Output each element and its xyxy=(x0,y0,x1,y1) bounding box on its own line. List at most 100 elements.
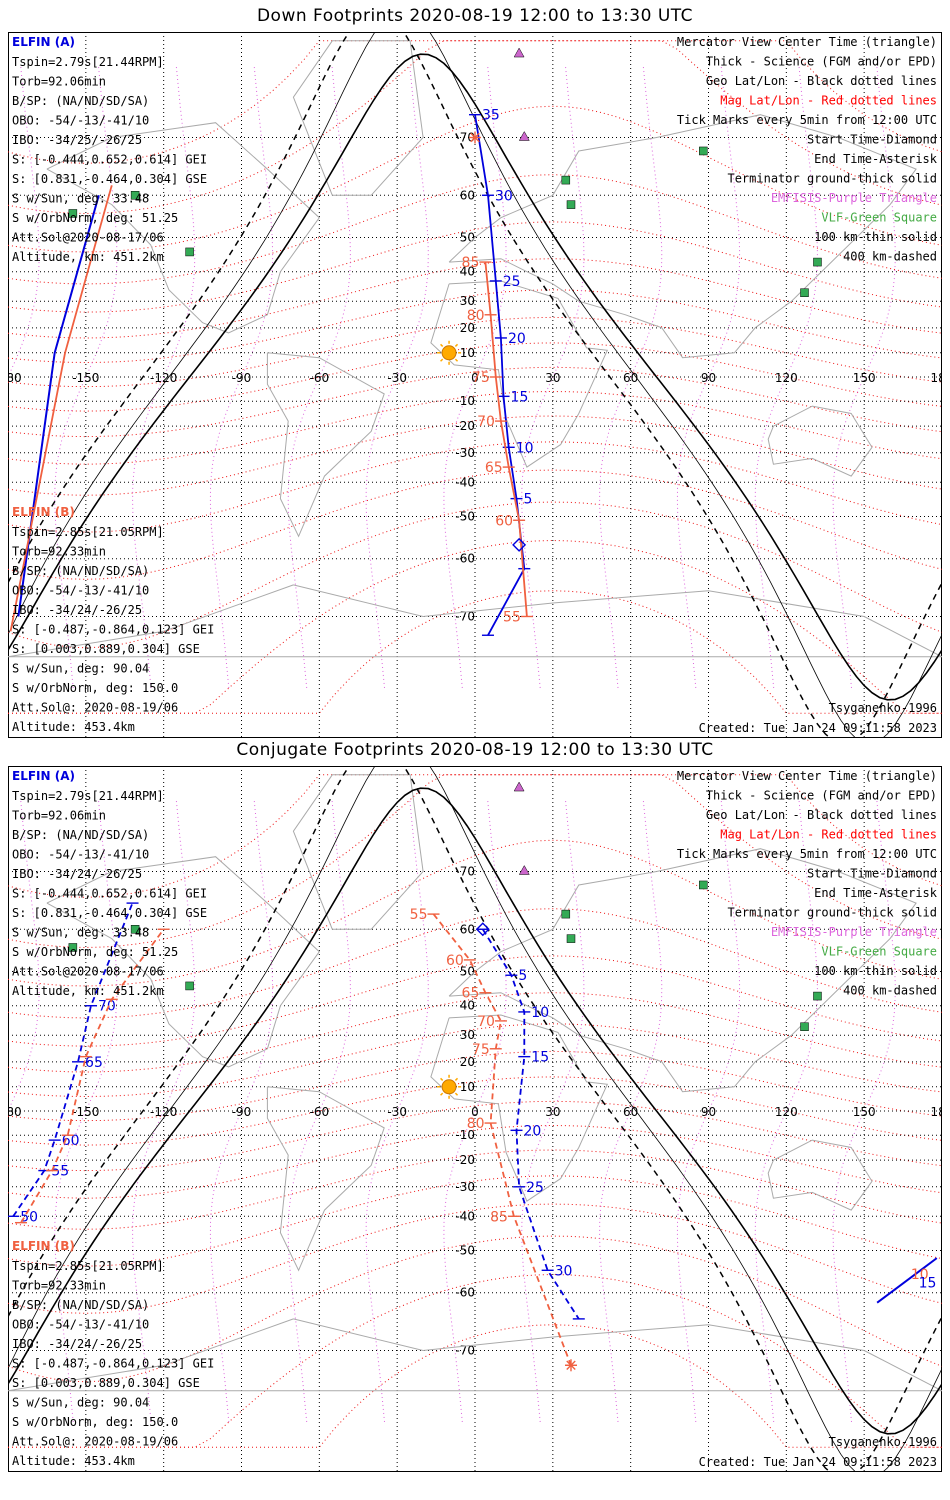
elfin-b-info-line: B/SP: (NA/ND/SD/SA) xyxy=(12,1298,149,1312)
terminator-400km-line xyxy=(8,766,942,1472)
legend-item: VLF-Green Square xyxy=(821,211,937,225)
legend-item: Mag Lat/Lon - Red dotted lines xyxy=(720,94,937,108)
station-markers xyxy=(68,781,822,1031)
elfin-b-info-line: S: [0.003,0.889,0.304] GSE xyxy=(12,642,200,656)
elfin-b-info-line: Altitude: 453.4km xyxy=(12,720,135,734)
lat-tick-label: -10 xyxy=(455,394,475,408)
footprint-tracks: 5 10 15 20 25 30 35 55 60 65 70 75 80 85 xyxy=(9,108,534,636)
elfin-a-info-line: OBO: -54/-13/-41/10 xyxy=(12,114,149,128)
coastline xyxy=(448,848,917,1093)
elfin-a-info-line: OBO: -54/-13/-41/10 xyxy=(12,848,149,862)
elfin-a-track-line xyxy=(482,928,580,1320)
mag-lat-line xyxy=(8,1149,942,1230)
elfin-a-info-line: Att.Sol@2020-08-17/06 xyxy=(12,965,164,979)
elfin-b-tick-label: 80 xyxy=(467,308,485,324)
elfin-b-tick-label: 75 xyxy=(472,370,490,386)
lon-tick-label: 120 xyxy=(775,371,798,385)
elfin-a-tick-label: 30 xyxy=(555,1263,573,1279)
elfin-a-tick-label: 20 xyxy=(508,331,526,347)
vlf-square-icon xyxy=(566,200,576,209)
lat-tick-label: -30 xyxy=(455,1180,475,1194)
elfin-b-tick-label: 10 xyxy=(911,1267,929,1283)
elfin-b-tick-label: 75 xyxy=(472,1042,490,1058)
sun-icon xyxy=(437,1074,462,1099)
coastline xyxy=(767,1139,873,1211)
legend: Mercator View Center Time (triangle) Thic… xyxy=(677,35,938,264)
elfin-a-info-line: S: [-0.444,0.652,0.614] GEI xyxy=(12,153,207,167)
mag-lat-line xyxy=(8,1100,942,1172)
mag-lat-line xyxy=(8,1235,942,1383)
elfin-info: ELFIN (A) Tspin=2.79s[21.44RPM] Torb=92.06… xyxy=(12,35,214,734)
lat-tick-label: -60 xyxy=(455,552,475,566)
lat-tick-label: 20 xyxy=(460,321,475,335)
elfin-b-name: ELFIN (B) xyxy=(12,505,75,519)
elfin-b-info-line: B/SP: (NA/ND/SD/SA) xyxy=(12,564,149,578)
elfin-a-info-line: B/SP: (NA/ND/SD/SA) xyxy=(12,828,149,842)
elfin-a-tick-label: 5 xyxy=(518,968,527,984)
legend-item: 100 km-thin solid xyxy=(814,230,937,244)
legend-item: Geo Lat/Lon - Black dotted lines xyxy=(706,808,937,822)
coastline xyxy=(292,774,424,930)
elfin-a-info-line: Tspin=2.79s[21.44RPM] xyxy=(12,789,164,803)
legend-item: Start Time-Diamond xyxy=(807,133,937,147)
vlf-square-icon xyxy=(68,209,78,218)
vlf-square-icon xyxy=(561,909,571,919)
terminator-400km-line xyxy=(8,32,942,738)
lat-tick-label: 40 xyxy=(460,999,475,1013)
elfin-a-tick-label: 15 xyxy=(531,1050,549,1066)
elfin-b-info-line: Att.Sol@: 2020-08-19/06 xyxy=(12,1435,178,1449)
end-asterisk-icon xyxy=(566,1360,576,1371)
lon-tick-label: -60 xyxy=(310,1105,330,1119)
sun-ray xyxy=(454,1092,459,1096)
mag-lat-line xyxy=(8,390,942,465)
lon-tick-label: -120 xyxy=(150,1105,177,1119)
lon-tick-label: -90 xyxy=(232,1105,252,1119)
legend-item: 100 km-thin solid xyxy=(814,964,937,978)
axis-ticks: -180 -150 -120 -90 -60 -30 0 30 60 90 120 150 180 70 6… xyxy=(8,865,942,1358)
legend-item: Tick Marks every 5min from 12:00 UTC xyxy=(677,113,937,127)
legend-item: 400 km-dashed xyxy=(843,250,937,264)
mag-lat-line xyxy=(8,1124,942,1199)
mag-lat-line xyxy=(8,1050,942,1122)
elfin-b-info-line: Altitude: 453.4km xyxy=(12,1454,135,1468)
sun-ray xyxy=(440,1092,444,1096)
elfin-a-tick-label: 25 xyxy=(503,274,521,290)
elfin-a-tick-label: 30 xyxy=(495,188,513,204)
model-label: Tsyganenko-1996 xyxy=(829,1435,937,1449)
lat-tick-label: 10 xyxy=(460,1080,475,1094)
legend-item: Tick Marks every 5min from 12:00 UTC xyxy=(677,847,937,861)
coastlines xyxy=(8,774,942,1392)
sun-ray xyxy=(440,343,444,347)
lat-tick-label: 50 xyxy=(460,231,475,245)
terminator-ground-line xyxy=(8,787,942,1435)
elfin-a-tick-label: 5 xyxy=(524,492,533,508)
emfisis-triangle-icon xyxy=(513,781,525,792)
elfin-a-tick-label: 25 xyxy=(526,1180,544,1196)
legend-item: Terminator ground-thick solid xyxy=(727,906,937,920)
vlf-square-icon xyxy=(800,288,809,297)
model-label: Tsyganenko-1996 xyxy=(829,701,937,715)
sun-ray xyxy=(454,358,459,362)
lat-tick-label: -10 xyxy=(455,1128,475,1142)
mag-lat-line xyxy=(8,366,942,438)
lat-tick-label: 30 xyxy=(460,294,475,308)
elfin-a-west-tick-label: 50 xyxy=(20,1209,38,1225)
elfin-b-info-line: Att.Sol@: 2020-08-19/06 xyxy=(12,701,178,715)
legend-item: EMFISIS-Purple Triangle xyxy=(771,925,937,939)
elfin-b-info-line: OBO: -54/-13/-41/10 xyxy=(12,584,149,598)
elfin-a-info-line: S w/OrbNorm, deg: 51.25 xyxy=(12,211,178,225)
lon-tick-label: 150 xyxy=(853,371,876,385)
vlf-square-icon xyxy=(561,175,571,185)
coastline xyxy=(430,1014,609,1202)
elfin-a-info-line: Torb=92.06min xyxy=(12,75,106,89)
elfin-a-track-line-east xyxy=(876,1257,938,1304)
coastline xyxy=(292,40,424,196)
elfin-a-info-line: S: [0.831,-0.464,0.304] GSE xyxy=(12,906,207,920)
lat-tick-label: -50 xyxy=(455,509,475,523)
station-markers xyxy=(68,47,822,297)
legend-item: 400 km-dashed xyxy=(843,984,937,998)
emfisis-triangle-icon xyxy=(518,864,530,875)
elfin-a-name: ELFIN (A) xyxy=(12,35,75,49)
geo-grid xyxy=(8,32,942,738)
elfin-b-info-line: IBO: -34/24/-26/25 xyxy=(12,1337,142,1351)
